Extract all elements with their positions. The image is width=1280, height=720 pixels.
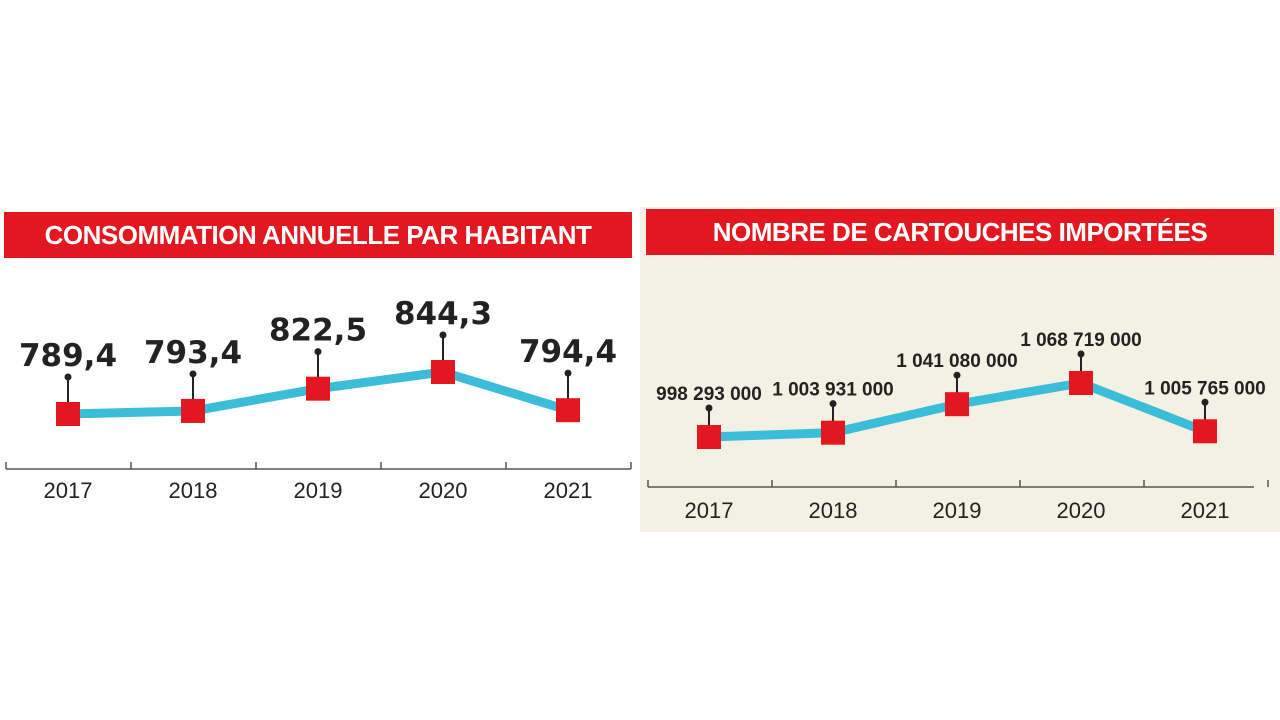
chart-cartouches-plot: 998 293 000 2017 1 003 931 000 2018 1 041 08…: [647, 330, 1269, 523]
data-point-marker: [945, 392, 969, 417]
data-label: 998 293 000: [656, 384, 762, 405]
x-tick-label: 2019: [933, 498, 982, 523]
leader-dot: [564, 369, 572, 377]
leader-dot: [189, 370, 197, 378]
leader-dot: [1077, 350, 1085, 358]
leader-dot: [1201, 398, 1209, 406]
chart-title: CONSOMMATION ANNUELLE PAR HABITANT: [4, 212, 632, 258]
data-point-marker: [1069, 371, 1093, 395]
chart-consommation: CONSOMMATION ANNUELLE PAR HABITANT 789,4…: [4, 210, 634, 510]
x-tick-label: 2017: [44, 478, 93, 503]
leader-dot: [314, 348, 322, 356]
x-tick-label: 2018: [169, 478, 218, 503]
chart-title: NOMBRE DE CARTOUCHES IMPORTÉES: [646, 209, 1274, 255]
leader-dot: [439, 331, 447, 339]
data-point-marker: [697, 425, 721, 449]
chart-consommation-plot: 789,4 2017 793,4 2018 822,5 2019 844,3 2020 794,…: [5, 296, 632, 503]
x-tick-label: 2019: [294, 478, 343, 503]
x-tick-label: 2021: [544, 478, 593, 503]
data-label: 1 041 080 000: [896, 351, 1018, 372]
data-label: 794,4: [519, 334, 617, 370]
leader-dot: [829, 400, 837, 408]
data-point-marker: [556, 398, 580, 423]
leader-dot: [705, 404, 713, 412]
data-point-marker: [181, 398, 205, 423]
x-tick-label: 2018: [809, 498, 858, 523]
x-tick-label: 2017: [685, 498, 734, 523]
data-point-marker: [821, 420, 845, 445]
x-tick-label: 2021: [1181, 498, 1230, 523]
chart-cartouches: NOMBRE DE CARTOUCHES IMPORTÉES 998 293 0…: [640, 207, 1280, 532]
x-tick-label: 2020: [419, 478, 468, 503]
data-point-marker: [56, 402, 80, 426]
data-point-marker: [431, 360, 455, 384]
data-point-marker: [306, 376, 330, 401]
data-point-marker: [1193, 419, 1217, 444]
data-label: 822,5: [269, 313, 367, 349]
leader-dot: [953, 371, 961, 379]
data-label: 1 003 931 000: [772, 380, 894, 401]
data-label: 793,4: [144, 335, 242, 371]
data-label: 1 068 719 000: [1020, 330, 1142, 351]
leader-dot: [64, 373, 72, 381]
data-label: 1 005 765 000: [1144, 378, 1266, 399]
data-label: 789,4: [19, 338, 117, 374]
x-tick-label: 2020: [1057, 498, 1106, 523]
data-label: 844,3: [394, 296, 492, 332]
